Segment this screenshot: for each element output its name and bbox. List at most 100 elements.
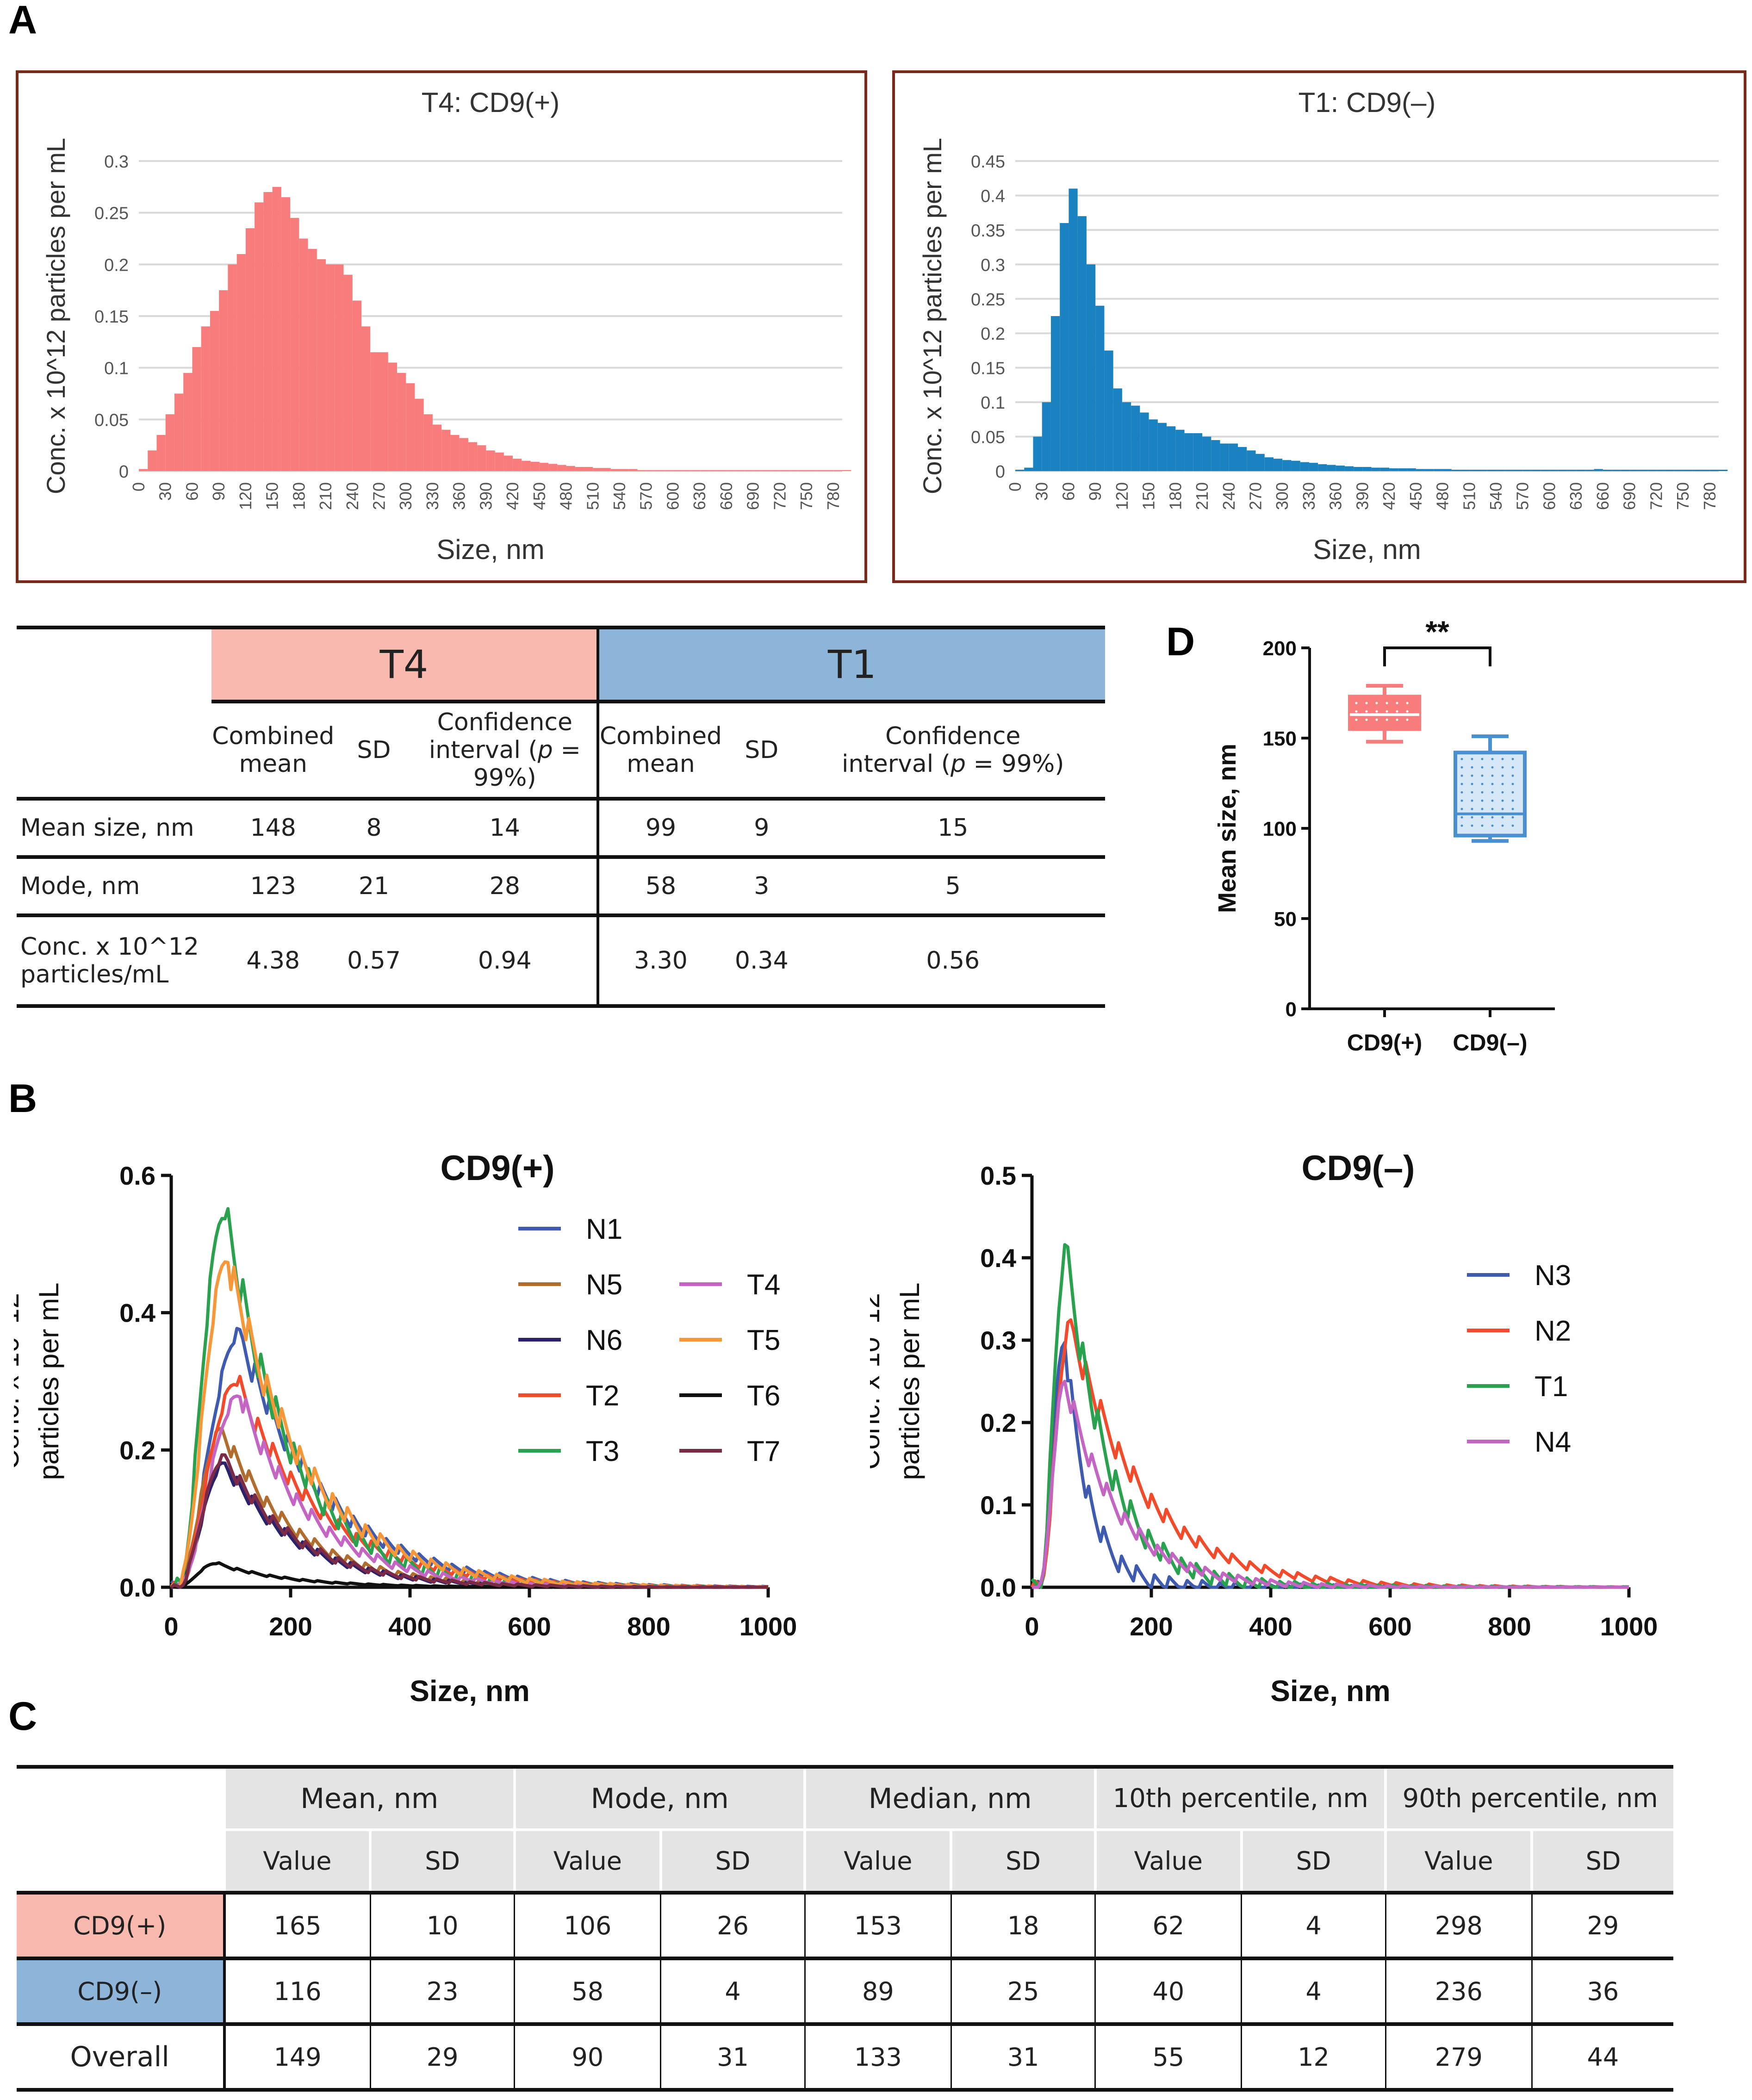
x-tick-label: 360 [1326,482,1345,510]
x-tick-label: CD9(–) [1453,1030,1527,1056]
table-c-sd-header: SD [1532,1830,1673,1893]
table-c-group-header: 90th percentile, nm [1385,1767,1673,1831]
x-tick-label: 780 [1700,482,1719,510]
x-tick-label: 60 [1059,482,1078,501]
y-axis-label-line: particles per mL [894,1283,925,1480]
y-tick-label: 0.1 [980,1491,1016,1520]
box-pattern-dot [1501,791,1504,794]
histogram-bar [1131,405,1140,471]
x-tick-label: 510 [583,482,602,510]
histogram-bar [1033,436,1042,471]
histogram-bar [824,470,833,471]
histogram-bar [1416,469,1425,471]
x-tick-label: 600 [1540,482,1559,510]
x-tick-label: 0 [1025,1612,1039,1641]
histogram-bar [281,197,291,472]
histogram-bar [255,202,264,471]
histogram-bar [1434,469,1443,471]
histogram-bar [201,326,210,471]
table-c-group-header: Median, nm [805,1767,1097,1831]
histogram-bar [1442,469,1452,471]
series-line-t1 [1031,1243,1629,1589]
box-pattern-dot [1481,766,1484,769]
table-row: Mean size, nm 148 8 14 99 9 15 [17,799,1105,857]
histogram-bar [236,254,246,471]
histogram-bar [1460,470,1470,471]
histogram-bar [1425,469,1434,471]
histogram-bar [1407,468,1416,471]
histogram-bar [637,470,646,471]
histogram-bar [1647,470,1657,471]
box-pattern-dot [1365,702,1368,704]
histogram-bar [735,470,745,471]
line-chart-cd9-negative: CD9(–) 0.0 0.1 0.2 0.3 0.4 0.5 0 200 400 600 800 100… [870,1149,1658,1708]
histogram-bar [628,469,638,471]
box-pattern-dot [1511,824,1514,827]
histogram-bar [602,468,611,471]
box-pattern-dot [1491,774,1494,777]
histogram-bar [1282,460,1292,471]
box-pattern-dot [1481,783,1484,785]
x-tick-label: 300 [396,482,415,510]
x-tick-label: 570 [1513,482,1532,510]
histogram-bar [1638,470,1648,471]
histogram-bar [174,393,184,471]
histogram-bar [1149,419,1158,471]
box-pattern-dot [1375,718,1378,721]
x-tick-label: 480 [1433,482,1452,510]
histogram-bar [1692,470,1701,471]
histogram-bar [1157,422,1167,471]
x-tick-label: 630 [1566,482,1585,510]
histogram-bar [441,429,451,471]
histogram-bar [753,470,762,471]
histogram-bar [1541,470,1550,471]
histogram-bar [1585,470,1594,471]
histogram-bar [317,259,326,471]
box-pattern-dot [1511,774,1514,777]
histogram-bar [682,470,691,471]
histogram-bar [1291,460,1300,471]
x-tick-label: 150 [1139,482,1158,510]
histogram-bar [1603,470,1612,471]
x-tick-label: 330 [1299,482,1318,510]
y-axis-label: Conc. x 10^12 particles per mL [918,138,947,494]
x-tick-label: 600 [663,482,682,510]
histogram-bar [593,468,602,471]
histogram-bar [1674,470,1684,471]
histogram-bar [646,470,655,471]
box-pattern-dot [1491,799,1494,802]
table-row: CD9(–) 116 23 58 4 89 25 40 4 236 36 [17,1958,1673,2024]
table-c-value-header: Value [1385,1830,1534,1893]
histogram-bar [370,352,379,471]
box-pattern-dot [1511,799,1514,802]
x-tick-label: 390 [1353,482,1372,510]
line-chart-cd9-positive: CD9(+) 0.0 0.2 0.4 0.6 0 200 400 600 800 1000 Size,… [14,1149,797,1708]
histogram-bar [1629,470,1639,471]
histogram-bar [762,470,771,471]
histogram-bar [495,452,504,471]
box-pattern-dot [1471,808,1473,810]
histogram-bar [1238,447,1247,471]
histogram-bar [1612,470,1621,471]
histogram-bar [183,373,193,471]
histogram-bar [726,470,736,471]
table-c-value-header: Value [805,1830,953,1893]
histogram-bar [1247,450,1256,471]
x-tick-label: 600 [1368,1612,1411,1641]
histogram-bar [842,470,851,471]
y-tick-label: 0 [1286,998,1297,1021]
box-pattern-dot [1511,783,1514,785]
x-tick-label: 390 [476,482,495,510]
chart-title: T4: CD9(+) [422,87,559,118]
histogram-bar [1531,470,1541,471]
histogram-bar [1060,223,1069,471]
histogram-bar [308,249,317,471]
x-tick-label: 540 [1486,482,1505,510]
table-c-value-header: Value [224,1830,372,1893]
histogram-bar [1398,468,1407,471]
box-pattern-dot [1491,758,1494,760]
histogram-bar [165,414,174,471]
box-pattern-dot [1460,783,1463,785]
histogram-bar [1122,402,1131,471]
histogram-bar [352,300,362,471]
